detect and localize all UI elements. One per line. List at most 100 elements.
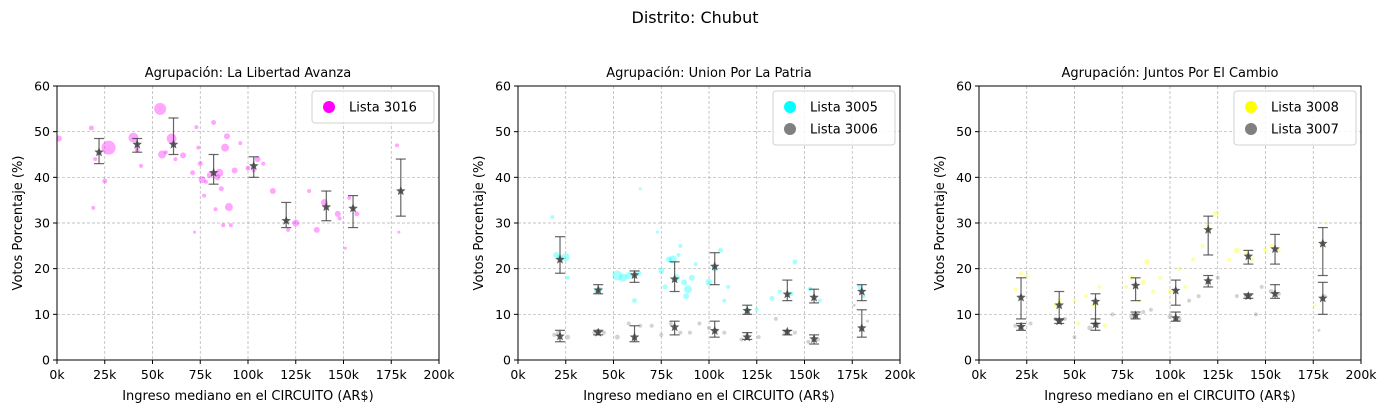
legend-label: Lista 3008 [1271,101,1339,116]
data-point [1148,307,1153,312]
x-tick-label: 150k [328,367,360,382]
data-point [565,275,570,280]
plot-area [1013,210,1329,340]
median-star [1016,321,1026,331]
data-point [668,321,673,326]
x-tick-label: 100k [232,367,264,382]
data-point [681,279,688,286]
median-star [1130,280,1141,290]
summary-marker [132,137,143,153]
median-star [1054,316,1064,326]
summary-marker [1270,233,1281,265]
data-point [1250,257,1255,262]
x-tick-label: 0k [49,367,65,382]
summary-marker [348,195,359,229]
legend: Lista 3008 Lista 3007 [1233,90,1357,146]
y-axis-label: Votos Porcentaje (%) [472,156,487,291]
summary-marker [555,329,566,343]
data-point [565,334,571,340]
data-point [394,143,399,148]
x-tick-label: 200k [423,367,455,382]
summary-marker [1170,279,1181,306]
data-point [625,272,633,280]
data-point [334,210,341,217]
summary-marker [1243,291,1254,301]
median-star [593,285,603,295]
data-point [1028,321,1033,326]
data-point [1144,258,1151,265]
summary-marker [555,236,566,274]
figure-suptitle: Distrito: Chubut [631,8,759,27]
y-tick-label: 60 [956,79,972,94]
data-point [158,150,167,159]
y-tick-label: 60 [495,79,511,94]
data-point [1227,257,1232,262]
data-point [128,132,139,143]
data-point [676,252,681,257]
data-point [550,215,555,220]
data-point [88,125,94,131]
data-point [561,253,570,262]
data-point [154,102,167,115]
summary-marker [248,156,259,178]
data-point [343,246,347,250]
data-point [1177,266,1182,271]
summary-marker [1054,316,1065,326]
data-point [601,330,606,335]
y-tick-label: 0 [42,353,50,368]
data-point [866,319,870,323]
y-tick-label: 40 [34,170,50,185]
x-tick-label: 175k [837,367,869,382]
median-star [1270,244,1280,254]
data-point [101,140,116,155]
x-tick-label: 25k [554,367,578,382]
data-point [1072,335,1077,340]
data-point [1083,294,1088,299]
x-axis-label: Ingreso mediano en el CIRCUITO (AR$) [1044,389,1296,404]
data-point [1062,316,1067,321]
data-point [221,143,230,152]
data-point [1110,312,1115,317]
summary-marker [281,201,292,229]
legend-marker [323,101,335,113]
median-star [348,203,358,213]
data-point [269,188,276,195]
data-point [792,330,797,335]
series-1 [1013,210,1329,328]
median-star [168,139,179,149]
data-point [683,293,690,300]
summary-marker [629,325,640,343]
median-star [555,254,565,264]
data-point [1212,210,1219,217]
data-point [1187,298,1192,303]
data-point [632,298,638,304]
data-point [614,334,620,340]
median-star [1016,292,1026,302]
median-star [1054,300,1064,310]
data-point [1158,275,1163,280]
data-point [139,163,144,168]
summary-marker [1317,226,1328,277]
data-point [218,186,224,192]
data-point [211,120,217,126]
data-point [806,339,811,344]
data-point [203,179,208,184]
summary-marker [1090,318,1101,331]
data-point [817,298,822,303]
data-point [773,316,778,321]
median-star [1170,312,1181,323]
data-point [1200,243,1205,248]
panel-title: Agrupación: Union Por La Patria [606,66,812,81]
data-point [163,150,168,155]
data-point [1196,294,1201,299]
summary-marker [856,284,867,302]
data-point [313,226,320,233]
median-star [629,332,640,342]
data-point [1167,314,1173,320]
median-star [281,215,291,225]
x-tick-label: 175k [1298,367,1330,382]
chart-panel-3: 0k 25k 50k 75k 100k 125k 150k 175k 200k 0 10 20 30 40… [933,66,1377,404]
median-star [1318,293,1328,303]
data-point [1276,248,1281,253]
